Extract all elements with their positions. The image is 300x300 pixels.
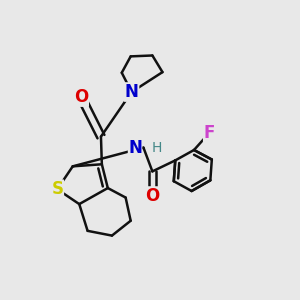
Text: O: O <box>145 187 160 205</box>
Text: H: H <box>152 141 163 154</box>
Text: N: N <box>128 139 142 157</box>
Text: F: F <box>204 124 215 142</box>
Text: N: N <box>124 83 139 101</box>
Text: H: H <box>152 141 163 154</box>
Text: O: O <box>74 88 88 106</box>
Text: S: S <box>51 180 63 198</box>
